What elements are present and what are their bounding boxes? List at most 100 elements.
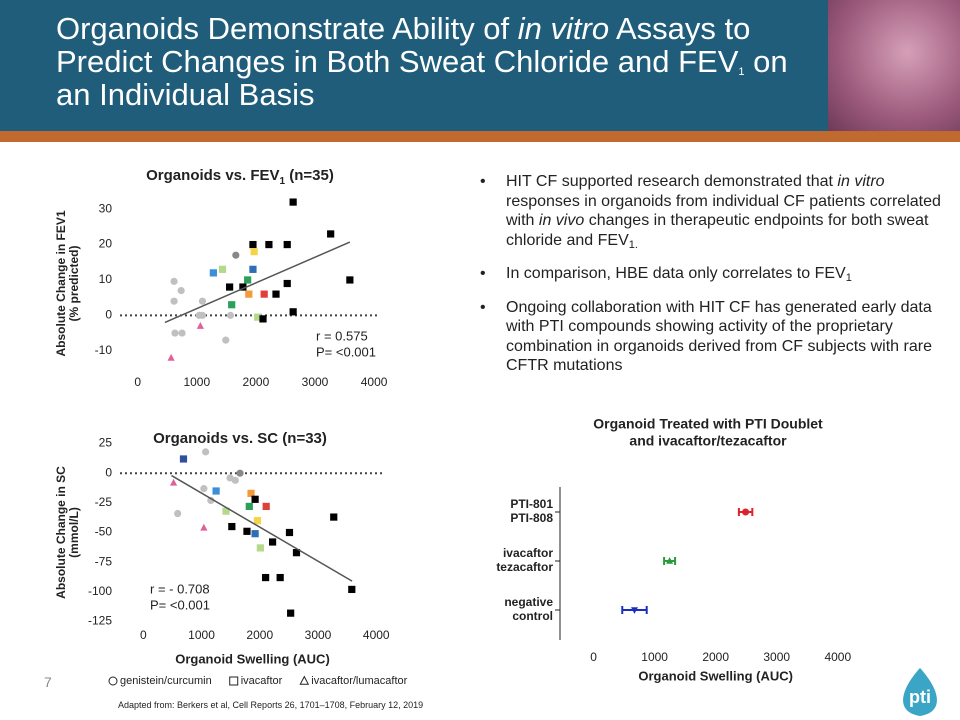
point	[171, 329, 179, 337]
text-run: Organoids vs. SC (n=33)	[153, 430, 327, 447]
text-run: Assays to Predict Changes in Both Sweat …	[56, 11, 751, 79]
point	[202, 448, 210, 456]
x-tick-label: 3000	[302, 375, 329, 389]
y-tick-label: 30	[99, 201, 113, 215]
legend-label: ivacaftor/lumacaftor	[311, 675, 407, 687]
point	[262, 573, 270, 582]
point	[228, 522, 236, 531]
point	[630, 607, 638, 614]
point	[196, 322, 204, 329]
point	[348, 585, 356, 594]
x-axis-label: Organoid Swelling (AUC)	[175, 651, 330, 666]
x-tick-label: 1000	[183, 375, 210, 389]
point	[231, 476, 239, 484]
y-tick-label: 10	[99, 272, 113, 286]
point	[222, 507, 230, 515]
legend-label: ivacaftor	[241, 675, 283, 687]
text-run: 1.	[628, 238, 638, 251]
bullet-list: HIT CF supported research demonstrated t…	[478, 172, 956, 390]
category-label: tezacaftor	[496, 560, 553, 574]
x-tick-label: 0	[134, 375, 141, 389]
point	[256, 544, 264, 552]
y-tick-label: -75	[95, 554, 113, 568]
point	[200, 523, 208, 531]
y-tick-label: -25	[95, 495, 113, 509]
x-tick-label: 1000	[641, 650, 668, 664]
point	[666, 557, 674, 564]
point	[228, 301, 236, 309]
point	[198, 297, 207, 305]
text-run: responses in organoids from individual C…	[506, 192, 941, 230]
point	[268, 538, 277, 546]
point	[244, 276, 252, 284]
text-run: Organoids Demonstrate Ability of	[56, 11, 518, 46]
x-tick-label: 2000	[243, 375, 270, 389]
text-run: 1	[738, 66, 745, 78]
x-tick-label: 3000	[305, 628, 332, 642]
text-run: changes in therapeutic endpoints for bot…	[506, 212, 929, 249]
text-run: Organoids vs. FEV	[146, 167, 279, 184]
text-run: Ongoing collaboration with HIT CF has ge…	[506, 298, 932, 375]
header-image	[828, 0, 960, 131]
annotation: r = - 0.708	[150, 581, 210, 596]
y-tick-label: 0	[105, 465, 112, 479]
point	[243, 527, 251, 535]
x-tick-label: 1000	[188, 628, 215, 642]
point	[209, 269, 217, 277]
point	[222, 336, 230, 344]
chart-title: Organoids vs. SC (n=33)	[153, 430, 327, 447]
category-label: ivacaftor	[503, 546, 553, 560]
category-label: negative	[504, 595, 553, 609]
text-run: 1	[845, 272, 852, 284]
point	[245, 290, 253, 298]
text-run: (n=35)	[285, 167, 334, 184]
y-axis-label: Absolute Change in FEV1	[54, 210, 68, 356]
point	[170, 277, 178, 285]
point	[250, 248, 258, 256]
text-run: in vitro	[517, 11, 610, 46]
y-tick-label: 20	[99, 237, 113, 251]
point	[287, 609, 295, 617]
annotation: r = 0.575	[316, 328, 368, 343]
point	[283, 240, 291, 249]
bullet: HIT CF supported research demonstrated t…	[480, 172, 956, 251]
point	[212, 487, 220, 495]
category-label: PTI-808	[510, 511, 553, 525]
y-axis-label: (mmol/L)	[67, 507, 81, 558]
point	[265, 240, 273, 249]
chart-title: and ivacaftor/tezacaftor	[629, 433, 787, 449]
point	[254, 313, 262, 321]
point	[200, 485, 208, 493]
bullet: Ongoing collaboration with HIT CF has ge…	[480, 298, 956, 376]
text-run: in vivo	[538, 212, 585, 229]
x-tick-label: 4000	[824, 650, 851, 664]
point	[207, 496, 215, 505]
legend-label: genistein/curcumin	[120, 675, 212, 687]
point	[272, 290, 280, 298]
point	[239, 283, 247, 291]
point	[249, 240, 257, 249]
y-axis-label: Absolute Change in SC	[54, 466, 68, 599]
x-tick-label: 4000	[361, 375, 388, 389]
point	[167, 353, 175, 361]
x-tick-label: 2000	[702, 650, 729, 664]
x-tick-label: 0	[140, 628, 147, 642]
point	[262, 502, 270, 511]
point	[178, 329, 186, 337]
point	[283, 279, 291, 288]
point	[292, 549, 301, 557]
citation: Adapted from: Berkers et al, Cell Report…	[118, 700, 424, 710]
text-run: HIT CF supported research demonstrated t…	[506, 173, 838, 190]
point	[177, 286, 185, 295]
header-band	[0, 0, 960, 131]
y-tick-label: -50	[95, 525, 113, 539]
point	[179, 455, 188, 463]
y-tick-label: 25	[99, 436, 113, 450]
y-tick-label: -125	[88, 614, 112, 628]
x-tick-label: 4000	[363, 628, 390, 642]
point	[276, 573, 284, 582]
legend-marker	[108, 676, 118, 686]
point	[742, 508, 750, 516]
x-axis-label: Organoid Swelling (AUC)	[638, 668, 793, 683]
